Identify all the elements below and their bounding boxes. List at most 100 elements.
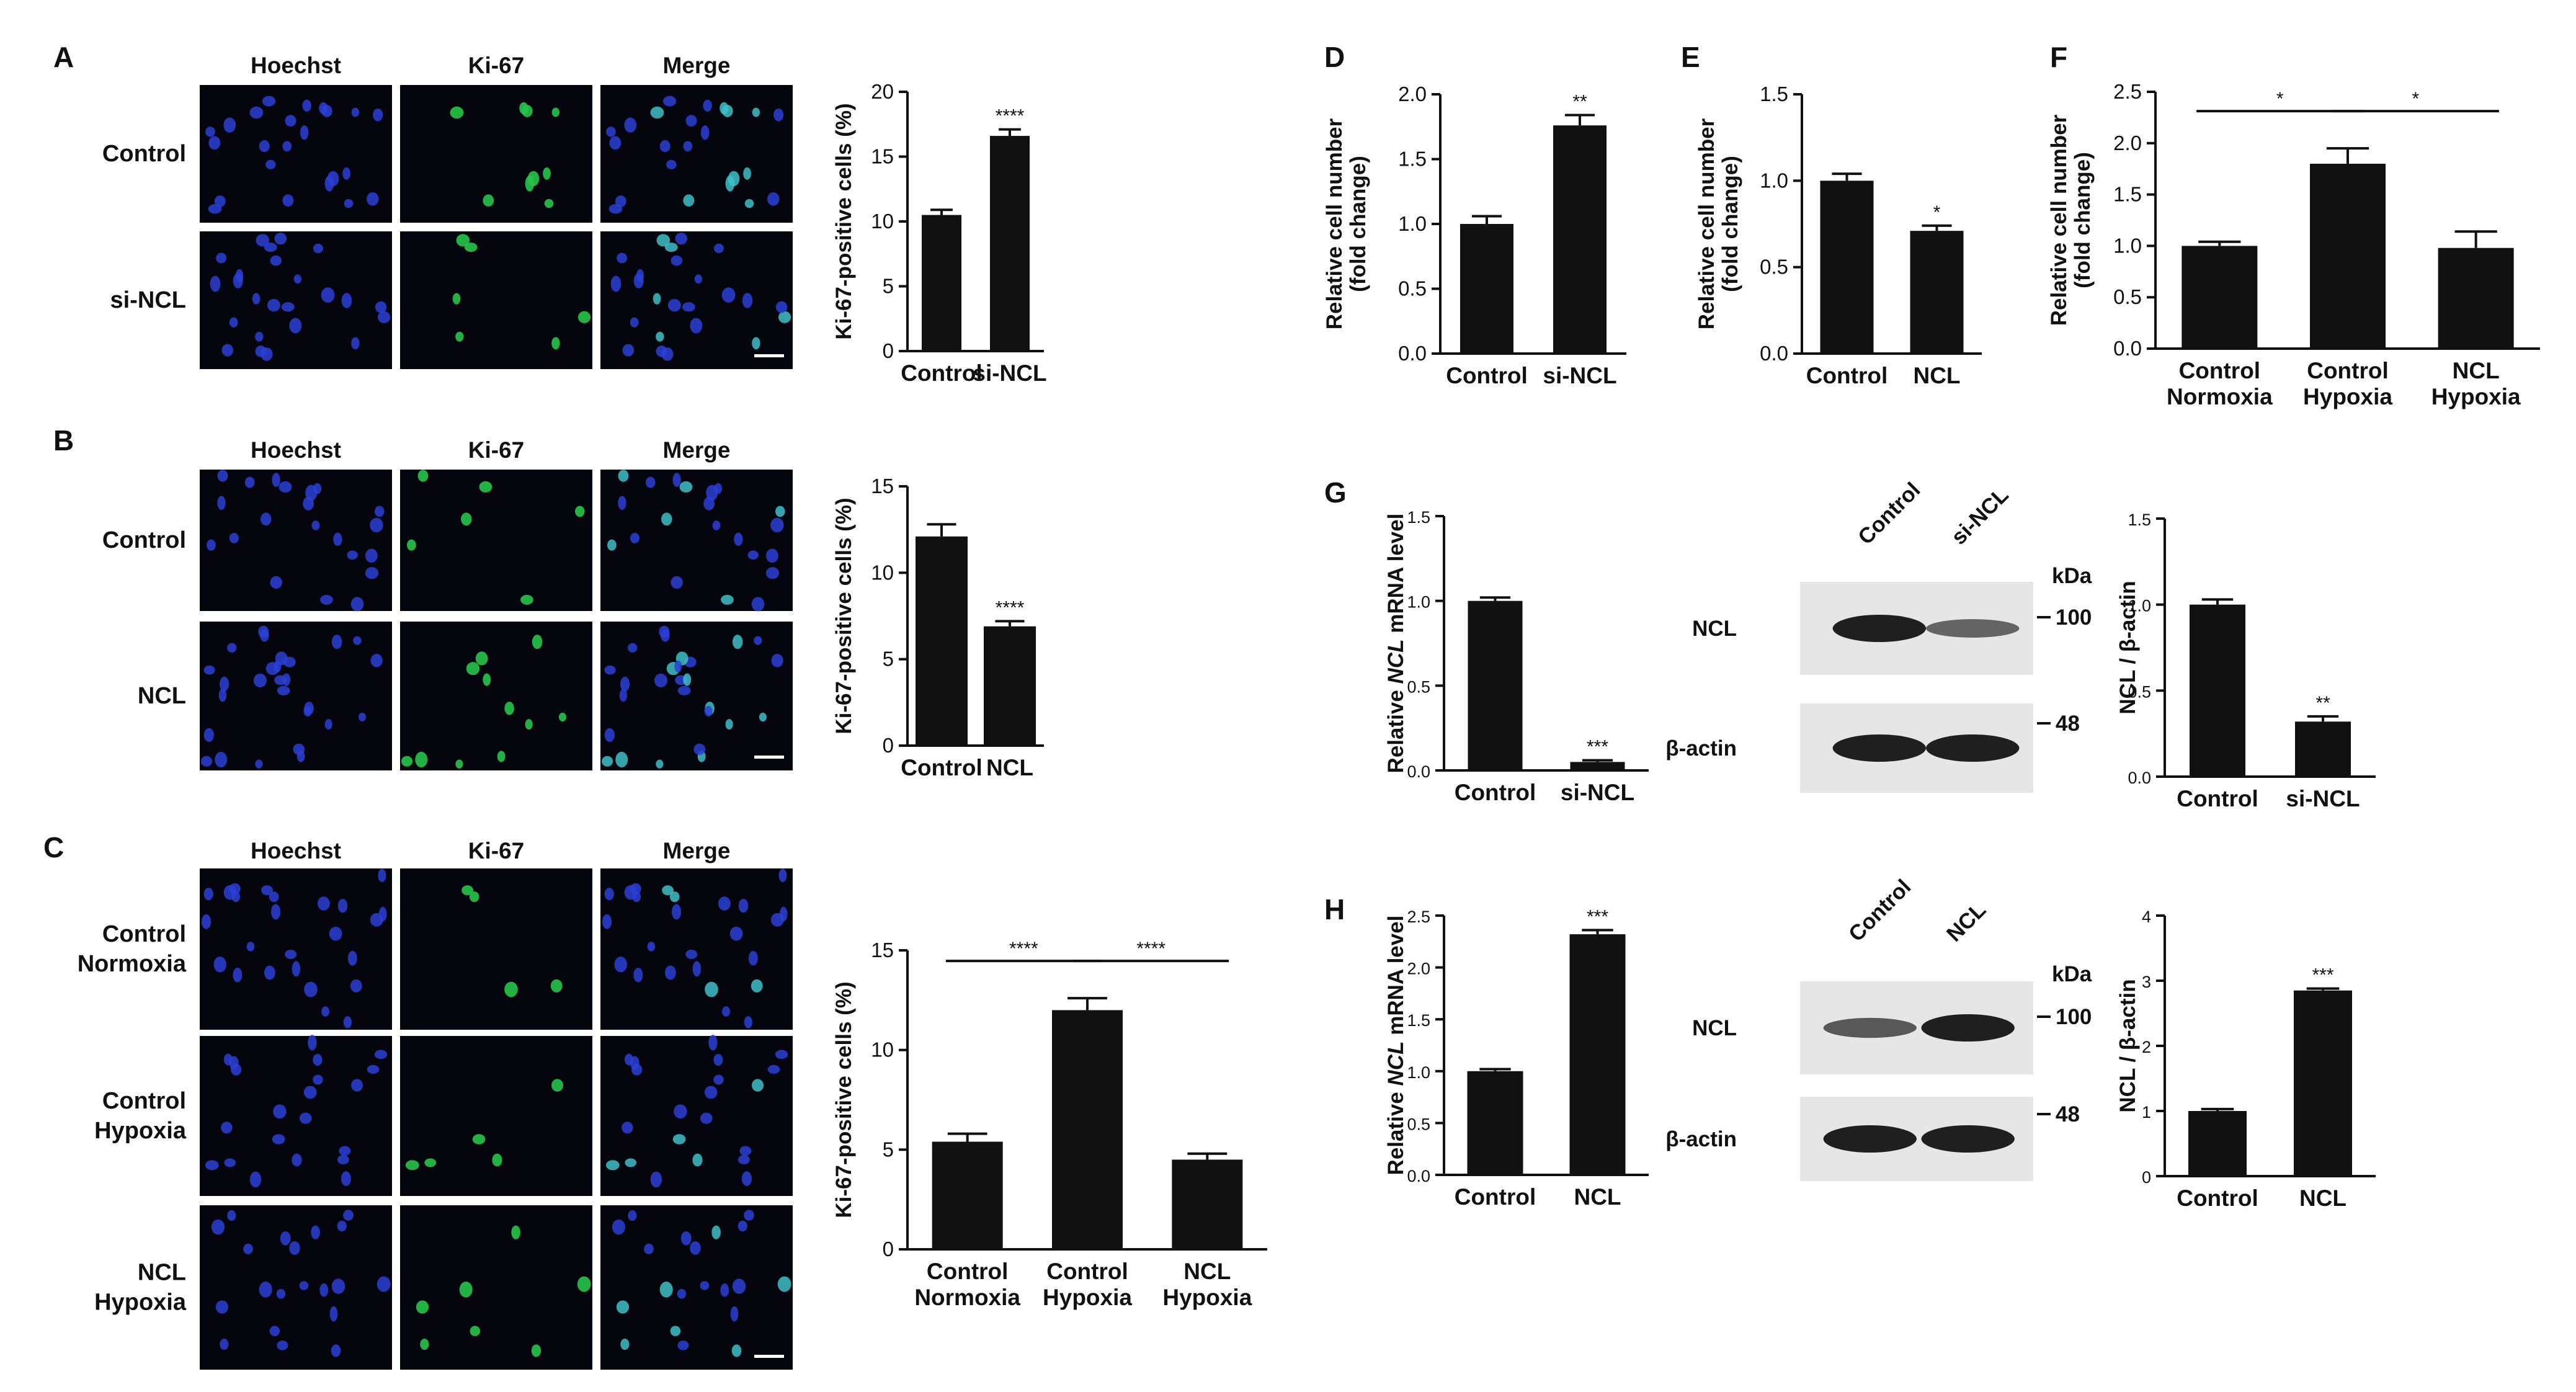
nucleus (558, 712, 566, 722)
y-axis-label: Ki-67-positive cells (%) (832, 497, 856, 734)
significance-label: * (2412, 89, 2419, 109)
nucleus (653, 293, 661, 305)
channel-header-merge: Merge (663, 53, 731, 78)
nucleus (779, 906, 788, 922)
micrograph-merge-control-hypoxia (600, 1035, 793, 1196)
nucleus (333, 532, 342, 547)
channel-header-merge: Merge (663, 437, 731, 463)
nucleus (256, 234, 270, 247)
nucleus (255, 345, 267, 357)
micrograph-background (600, 470, 793, 611)
nucleus (320, 594, 333, 605)
nucleus (604, 888, 614, 901)
nucleus (299, 1112, 312, 1124)
x-category-label: Hypoxia (1162, 1285, 1252, 1310)
nucleus (223, 117, 236, 133)
panel-label-a: A (53, 41, 74, 73)
nucleus (269, 891, 279, 903)
row-label-si-ncl: si-NCL (110, 287, 186, 313)
nucleus (744, 1210, 754, 1221)
blot-band (1926, 619, 2020, 638)
nucleus (321, 287, 335, 303)
nucleus (424, 1158, 437, 1167)
panel-label-b: B (53, 424, 74, 457)
blot-band (1832, 615, 1927, 642)
nucleus (677, 685, 691, 695)
marker-label: 100 (2056, 605, 2092, 630)
nucleus (319, 1283, 329, 1297)
y-tick-label: 1.5 (2128, 511, 2151, 529)
nucleus (475, 651, 488, 666)
nucleus (300, 125, 309, 140)
nucleus (620, 676, 630, 692)
nucleus (479, 481, 492, 493)
chart-d: 0.0 0.5 1.0 1.5 2.0 Relative cell number (fold… (1322, 83, 1626, 388)
nucleus (299, 1281, 309, 1290)
row-label-control-normoxia: Control (102, 921, 186, 947)
nucleus (464, 243, 478, 252)
nucleus (778, 868, 787, 883)
x-category-label: Control (2307, 358, 2389, 383)
micrograph-background (600, 1205, 793, 1370)
x-category-label: Control (1046, 1259, 1128, 1284)
blot-band (1832, 734, 1927, 762)
nucleus (281, 302, 295, 312)
nucleus (229, 1056, 239, 1070)
nucleus (365, 548, 378, 563)
micrograph-hoechst-ncl (200, 622, 392, 770)
nucleus (615, 195, 626, 207)
nucleus (255, 759, 263, 769)
nucleus (685, 115, 697, 127)
significance-label: * (1933, 202, 1941, 223)
nucleus (367, 1064, 380, 1074)
micrograph-hoechst-control-hypoxia (200, 1035, 392, 1196)
nucleus (671, 576, 683, 589)
nucleus (405, 1160, 419, 1171)
blot-band (1926, 734, 2020, 762)
blot-row-label-actin: β-actin (1665, 736, 1737, 761)
x-category-label: Control (2177, 1185, 2258, 1211)
nucleus (217, 496, 226, 511)
micrograph-merge-si-ncl (600, 231, 793, 369)
nucleus (233, 273, 243, 288)
x-category-label: Hypoxia (2303, 384, 2392, 409)
nucleus (337, 1220, 347, 1232)
blot-row-label-actin: β-actin (1665, 1127, 1737, 1151)
nucleus (713, 1053, 723, 1066)
nucleus (674, 660, 682, 673)
nucleus (704, 1086, 718, 1099)
bar-control (1460, 224, 1513, 354)
nucleus (659, 1282, 673, 1298)
nucleus (367, 192, 379, 206)
nucleus (718, 896, 731, 911)
nucleus (311, 1225, 320, 1239)
nucleus (630, 532, 640, 543)
blot-band (1921, 1125, 2015, 1153)
y-tick-label: 0 (2142, 1168, 2151, 1187)
nucleus (725, 719, 733, 730)
nucleus (274, 232, 287, 245)
nucleus (313, 483, 322, 494)
nucleus (720, 102, 729, 115)
nucleus (778, 311, 791, 323)
y-tick-label: 4 (2142, 908, 2151, 926)
y-tick-label: 3 (2142, 973, 2151, 991)
chart-b: 0 5 10 15 Ki-67-positive cells (%) Control ***… (832, 475, 1044, 780)
nucleus (460, 512, 472, 526)
nucleus (317, 896, 330, 911)
nucleus (303, 496, 314, 511)
nucleus (765, 567, 780, 579)
nucleus (264, 965, 275, 980)
nucleus (249, 106, 264, 119)
nucleus (370, 654, 383, 667)
nucleus (767, 192, 780, 206)
x-category-label: Control (2177, 786, 2258, 811)
bar-si-ncl (2295, 721, 2351, 777)
nucleus (656, 345, 667, 357)
nucleus (606, 127, 616, 137)
nucleus (504, 981, 518, 997)
kda-label: kDa (2052, 962, 2092, 986)
row-label-ncl-hypoxia: Hypoxia (94, 1290, 187, 1316)
nucleus (292, 961, 301, 977)
